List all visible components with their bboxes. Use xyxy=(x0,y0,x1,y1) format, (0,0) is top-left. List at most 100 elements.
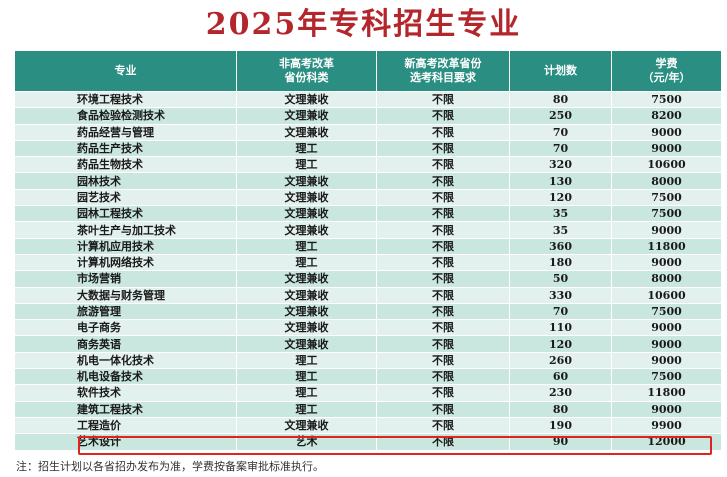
cell-fee: 7500 xyxy=(611,303,722,321)
cell-subject: 不限 xyxy=(376,91,510,109)
cell-major: 园林工程技术 xyxy=(14,205,237,223)
footnote: 注：招生计划以各省招办发布为准，学费按备案审批标准执行。 xyxy=(16,460,324,473)
cell-major: 药品生产技术 xyxy=(14,140,237,158)
cell-major: 环境工程技术 xyxy=(14,91,237,109)
cell-plan: 250 xyxy=(509,107,612,125)
cell-subject: 不限 xyxy=(376,352,510,370)
table-row: 市场营销 文理兼收 不限 50 8000 xyxy=(14,270,722,288)
cell-fee: 9000 xyxy=(611,352,722,370)
cell-subject: 不限 xyxy=(376,303,510,321)
cell-fee: 9000 xyxy=(611,401,722,418)
cell-major: 旅游管理 xyxy=(14,303,237,321)
cell-major: 食品检验检测技术 xyxy=(14,107,237,125)
cell-fee: 9000 xyxy=(611,124,722,141)
cell-category: 文理兼收 xyxy=(236,205,377,223)
header-category: 非高考改革 省份科类 xyxy=(236,50,377,92)
cell-category: 文理兼收 xyxy=(236,91,377,109)
table-row: 旅游管理 文理兼收 不限 70 7500 xyxy=(14,303,722,321)
table-row: 药品经营与管理 文理兼收 不限 70 9000 xyxy=(14,124,722,141)
table-row: 食品检验检测技术 文理兼收 不限 250 8200 xyxy=(14,107,722,125)
cell-plan: 260 xyxy=(509,352,612,370)
cell-plan: 50 xyxy=(509,270,612,288)
table-row: 软件技术 理工 不限 230 11800 xyxy=(14,384,722,402)
cell-plan: 80 xyxy=(509,91,612,109)
cell-category: 文理兼收 xyxy=(236,417,377,435)
cell-major: 药品生物技术 xyxy=(14,156,237,174)
table-row: 园林工程技术 文理兼收 不限 35 7500 xyxy=(14,205,722,223)
cell-major: 市场营销 xyxy=(14,270,237,288)
cell-subject: 不限 xyxy=(376,270,510,288)
cell-plan: 70 xyxy=(509,140,612,158)
cell-fee: 9000 xyxy=(611,335,722,353)
cell-major: 工程造价 xyxy=(14,417,237,435)
cell-plan: 70 xyxy=(509,303,612,321)
cell-fee: 10600 xyxy=(611,156,722,174)
cell-major: 软件技术 xyxy=(14,384,237,402)
cell-plan: 35 xyxy=(509,205,612,223)
cell-subject: 不限 xyxy=(376,172,510,190)
cell-fee: 11800 xyxy=(611,384,722,402)
cell-subject: 不限 xyxy=(376,205,510,223)
cell-category: 理工 xyxy=(236,368,377,386)
cell-subject: 不限 xyxy=(376,287,510,304)
cell-category: 理工 xyxy=(236,352,377,370)
cell-category: 理工 xyxy=(236,156,377,174)
cell-fee: 8000 xyxy=(611,172,722,190)
cell-major: 建筑工程技术 xyxy=(14,401,237,418)
cell-category: 理工 xyxy=(236,401,377,418)
cell-fee: 9000 xyxy=(611,221,722,239)
cell-subject: 不限 xyxy=(376,221,510,239)
cell-subject: 不限 xyxy=(376,254,510,272)
cell-major: 药品经营与管理 xyxy=(14,124,237,141)
table-row: 大数据与财务管理 文理兼收 不限 330 10600 xyxy=(14,287,722,304)
cell-subject: 不限 xyxy=(376,335,510,353)
cell-category: 文理兼收 xyxy=(236,124,377,141)
cell-major: 计算机网络技术 xyxy=(14,254,237,272)
cell-plan: 330 xyxy=(509,287,612,304)
cell-major: 园林技术 xyxy=(14,172,237,190)
cell-fee: 9000 xyxy=(611,140,722,158)
table-header-row: 专业 非高考改革 省份科类 新高考改革省份 选考科目要求 计划数 学费 （元/年） xyxy=(14,50,722,92)
table-row: 机电一体化技术 理工 不限 260 9000 xyxy=(14,352,722,370)
table-row: 工程造价 文理兼收 不限 190 9900 xyxy=(14,417,722,435)
table-row: 园林技术 文理兼收 不限 130 8000 xyxy=(14,172,722,190)
highlight-box xyxy=(78,436,712,455)
cell-category: 理工 xyxy=(236,384,377,402)
page-title: 2025年专科招生专业 xyxy=(205,7,522,42)
cell-category: 文理兼收 xyxy=(236,221,377,239)
cell-category: 文理兼收 xyxy=(236,270,377,288)
cell-category: 理工 xyxy=(236,238,377,255)
cell-fee: 9900 xyxy=(611,417,722,435)
cell-plan: 130 xyxy=(509,172,612,190)
table-row: 环境工程技术 文理兼收 不限 80 7500 xyxy=(14,91,722,109)
header-plan: 计划数 xyxy=(509,50,612,92)
cell-category: 文理兼收 xyxy=(236,107,377,125)
cell-major: 机电一体化技术 xyxy=(14,352,237,370)
table-row: 药品生物技术 理工 不限 320 10600 xyxy=(14,156,722,174)
cell-major: 大数据与财务管理 xyxy=(14,287,237,304)
cell-plan: 190 xyxy=(509,417,612,435)
cell-subject: 不限 xyxy=(376,319,510,337)
cell-subject: 不限 xyxy=(376,107,510,125)
cell-plan: 320 xyxy=(509,156,612,174)
cell-category: 文理兼收 xyxy=(236,172,377,190)
cell-fee: 9000 xyxy=(611,254,722,272)
table-row: 机电设备技术 理工 不限 60 7500 xyxy=(14,368,722,386)
cell-fee: 7500 xyxy=(611,91,722,109)
cell-category: 文理兼收 xyxy=(236,303,377,321)
admissions-table: 专业 非高考改革 省份科类 新高考改革省份 选考科目要求 计划数 学费 （元/年） 环… xyxy=(14,50,722,451)
cell-plan: 230 xyxy=(509,384,612,402)
cell-fee: 8200 xyxy=(611,107,722,125)
cell-major: 商务英语 xyxy=(14,335,237,353)
table-row: 商务英语 文理兼收 不限 120 9000 xyxy=(14,335,722,353)
cell-major: 机电设备技术 xyxy=(14,368,237,386)
cell-plan: 60 xyxy=(509,368,612,386)
table-row: 茶叶生产与加工技术 文理兼收 不限 35 9000 xyxy=(14,221,722,239)
cell-subject: 不限 xyxy=(376,417,510,435)
cell-subject: 不限 xyxy=(376,140,510,158)
cell-subject: 不限 xyxy=(376,384,510,402)
table-row: 计算机网络技术 理工 不限 180 9000 xyxy=(14,254,722,272)
cell-plan: 120 xyxy=(509,335,612,353)
cell-major: 计算机应用技术 xyxy=(14,238,237,255)
cell-plan: 70 xyxy=(509,124,612,141)
